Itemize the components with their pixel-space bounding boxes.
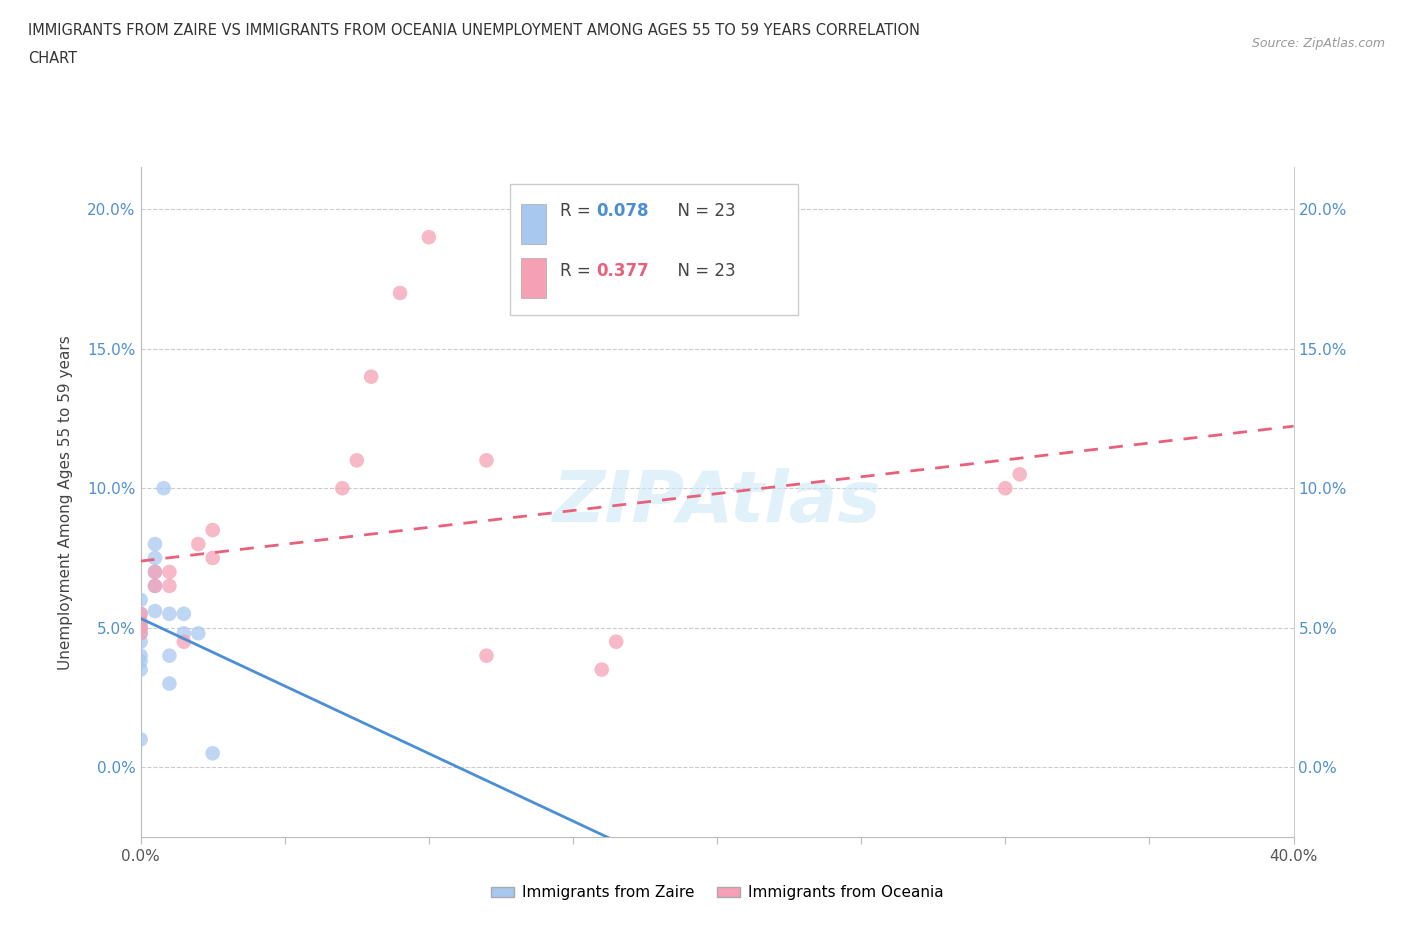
Point bbox=[187, 626, 209, 641]
Point bbox=[994, 481, 1017, 496]
Point bbox=[201, 746, 224, 761]
Text: CHART: CHART bbox=[28, 51, 77, 66]
Point bbox=[187, 537, 209, 551]
Point bbox=[129, 648, 152, 663]
Text: IMMIGRANTS FROM ZAIRE VS IMMIGRANTS FROM OCEANIA UNEMPLOYMENT AMONG AGES 55 TO 5: IMMIGRANTS FROM ZAIRE VS IMMIGRANTS FROM… bbox=[28, 23, 920, 38]
Point bbox=[201, 551, 224, 565]
Point bbox=[346, 453, 368, 468]
Point bbox=[1008, 467, 1031, 482]
Point bbox=[143, 578, 166, 593]
Point bbox=[159, 648, 180, 663]
FancyBboxPatch shape bbox=[522, 258, 547, 298]
Legend: Immigrants from Zaire, Immigrants from Oceania: Immigrants from Zaire, Immigrants from O… bbox=[485, 879, 949, 907]
Y-axis label: Unemployment Among Ages 55 to 59 years: Unemployment Among Ages 55 to 59 years bbox=[59, 335, 73, 670]
Point bbox=[159, 565, 180, 579]
Point bbox=[201, 523, 224, 538]
Text: R =: R = bbox=[560, 202, 596, 219]
Point bbox=[173, 626, 195, 641]
Point bbox=[143, 578, 166, 593]
Point bbox=[159, 606, 180, 621]
Point bbox=[159, 578, 180, 593]
Point bbox=[173, 634, 195, 649]
Point bbox=[159, 676, 180, 691]
Point bbox=[332, 481, 354, 496]
Text: 0.377: 0.377 bbox=[596, 262, 648, 280]
FancyBboxPatch shape bbox=[509, 184, 797, 314]
Point bbox=[152, 481, 174, 496]
Point bbox=[129, 592, 152, 607]
Text: R =: R = bbox=[560, 262, 596, 280]
Point bbox=[129, 606, 152, 621]
Point bbox=[418, 230, 440, 245]
Point bbox=[129, 606, 152, 621]
Point bbox=[143, 565, 166, 579]
Point bbox=[143, 551, 166, 565]
Point bbox=[129, 615, 152, 630]
Point bbox=[129, 626, 152, 641]
Text: Source: ZipAtlas.com: Source: ZipAtlas.com bbox=[1251, 37, 1385, 50]
Point bbox=[143, 537, 166, 551]
Text: N = 23: N = 23 bbox=[668, 202, 737, 219]
Text: 0.078: 0.078 bbox=[596, 202, 648, 219]
Point bbox=[605, 634, 627, 649]
Point bbox=[129, 615, 152, 630]
Point bbox=[129, 654, 152, 669]
Point bbox=[129, 732, 152, 747]
Point bbox=[129, 662, 152, 677]
Point bbox=[173, 606, 195, 621]
Point bbox=[129, 620, 152, 635]
FancyBboxPatch shape bbox=[522, 205, 547, 245]
Point bbox=[475, 648, 498, 663]
Point bbox=[475, 453, 498, 468]
Text: N = 23: N = 23 bbox=[668, 262, 737, 280]
Point bbox=[129, 634, 152, 649]
Point bbox=[129, 620, 152, 635]
Point bbox=[388, 286, 411, 300]
Text: ZIPAtlas: ZIPAtlas bbox=[553, 468, 882, 537]
Point bbox=[143, 604, 166, 618]
Point bbox=[360, 369, 382, 384]
Point bbox=[129, 626, 152, 641]
Point bbox=[591, 662, 613, 677]
Point bbox=[143, 565, 166, 579]
